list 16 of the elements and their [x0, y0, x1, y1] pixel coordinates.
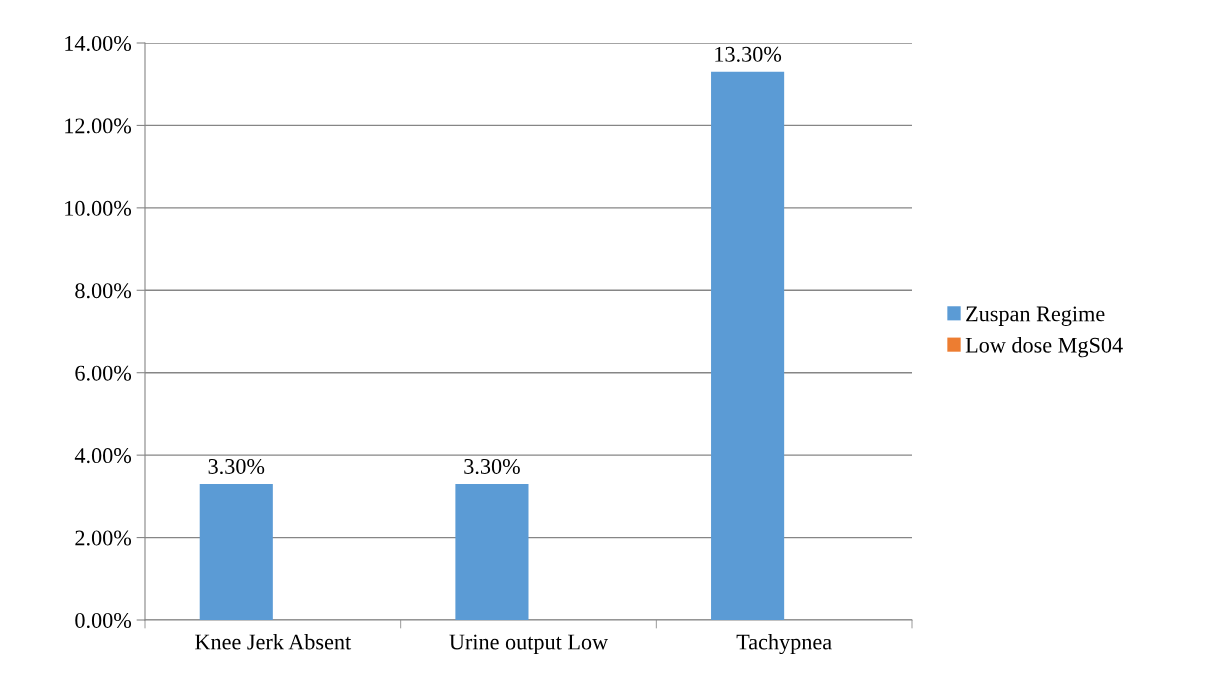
y-tick-label: 6.00% — [75, 365, 132, 381]
legend-label: Zuspan Regime — [966, 306, 1105, 326]
y-tick-label: 12.00% — [65, 118, 132, 134]
x-tick-label: Knee Jerk Absent — [195, 633, 352, 650]
data-label: 3.30% — [464, 458, 520, 475]
x-tick-label: Tachypnea — [736, 633, 832, 655]
data-label: 3.30% — [208, 458, 265, 475]
x-tick-label: Urine output Low — [449, 634, 609, 655]
legend-label: Low dose MgS04 — [965, 337, 1123, 358]
y-tick-label: 10.00% — [65, 200, 132, 216]
y-tick-label: 4.00% — [74, 448, 132, 464]
y-tick-label: 0.00% — [75, 612, 132, 629]
y-tick-label: 8.00% — [75, 283, 132, 299]
y-tick-label: 2.00% — [75, 530, 132, 546]
data-label: 13.30% — [715, 46, 782, 62]
y-tick-label: 14.00% — [65, 35, 132, 52]
